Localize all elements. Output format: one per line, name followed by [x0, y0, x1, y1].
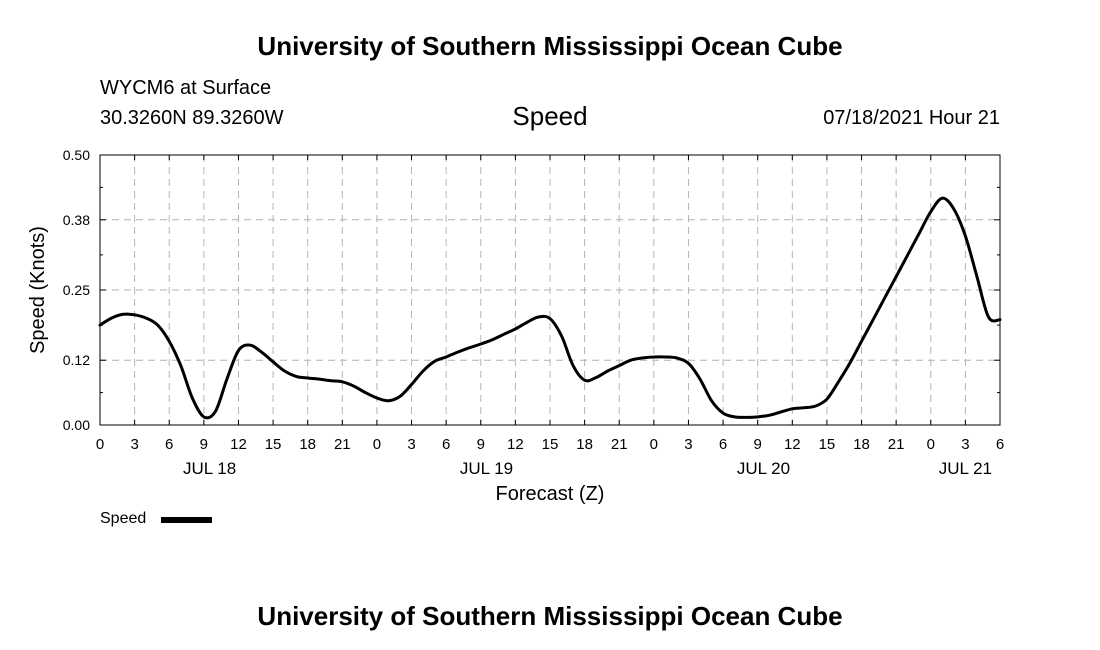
coordinates-label: 30.3260N 89.3260W [100, 107, 284, 129]
x-tick-label: 12 [784, 436, 801, 453]
x-tick-label: 0 [373, 436, 381, 453]
x-axis-label: Forecast (Z) [496, 483, 605, 505]
grid-lines [100, 155, 1000, 425]
x-tick-label: 0 [96, 436, 104, 453]
x-tick-label: 6 [165, 436, 173, 453]
y-tick-label: 0.38 [63, 212, 90, 228]
speed-series-line [98, 196, 1002, 420]
x-tick-label: 0 [650, 436, 658, 453]
x-tick-label: 12 [230, 436, 247, 453]
x-tick-label: 18 [576, 436, 593, 453]
x-tick-label: 15 [819, 436, 836, 453]
date-label: JUL 18 [183, 459, 236, 478]
y-axis-label: Speed (Knots) [27, 226, 49, 354]
axes: 0 3 6 9 12 15 18 21 0 3 6 9 12 15 18 21 0 3 6 9 12 15 18 21 0 3 6 0… [63, 147, 1004, 478]
date-label: JUL 20 [737, 459, 790, 478]
x-tick-label: 18 [853, 436, 870, 453]
x-tick-label: 3 [130, 436, 138, 453]
date-label: JUL 21 [939, 459, 992, 478]
x-tick-label: 3 [684, 436, 692, 453]
x-tick-label: 12 [507, 436, 524, 453]
legend-swatch [161, 517, 212, 523]
x-tick-label: 6 [996, 436, 1004, 453]
x-tick-label: 9 [477, 436, 485, 453]
legend-label: Speed [100, 510, 147, 527]
x-tick-label: 18 [299, 436, 316, 453]
chart-title: Speed [512, 101, 588, 131]
x-tick-label: 6 [719, 436, 727, 453]
y-tick-label: 0.25 [63, 282, 90, 298]
x-tick-label: 9 [754, 436, 762, 453]
x-tick-label: 9 [200, 436, 208, 453]
x-tick-label: 3 [407, 436, 415, 453]
valid-time-label: 07/18/2021 Hour 21 [823, 107, 1000, 129]
x-tick-label: 0 [927, 436, 935, 453]
y-tick-label: 0.50 [63, 147, 90, 163]
station-label: WYCM6 at Surface [100, 77, 272, 99]
x-tick-label: 21 [611, 436, 628, 453]
y-tick-label: 0.12 [63, 352, 90, 368]
x-tick-label: 21 [334, 436, 351, 453]
top-title: University of Southern Mississippi Ocean… [257, 31, 843, 61]
x-tick-label: 15 [542, 436, 559, 453]
x-tick-label: 21 [888, 436, 905, 453]
x-tick-label: 15 [265, 436, 282, 453]
series-layer [98, 196, 1002, 420]
x-tick-label: 3 [961, 436, 969, 453]
x-tick-label: 6 [442, 436, 450, 453]
y-tick-label: 0.00 [63, 417, 90, 433]
bottom-title: University of Southern Mississippi Ocean… [257, 601, 843, 631]
date-label: JUL 19 [460, 459, 513, 478]
